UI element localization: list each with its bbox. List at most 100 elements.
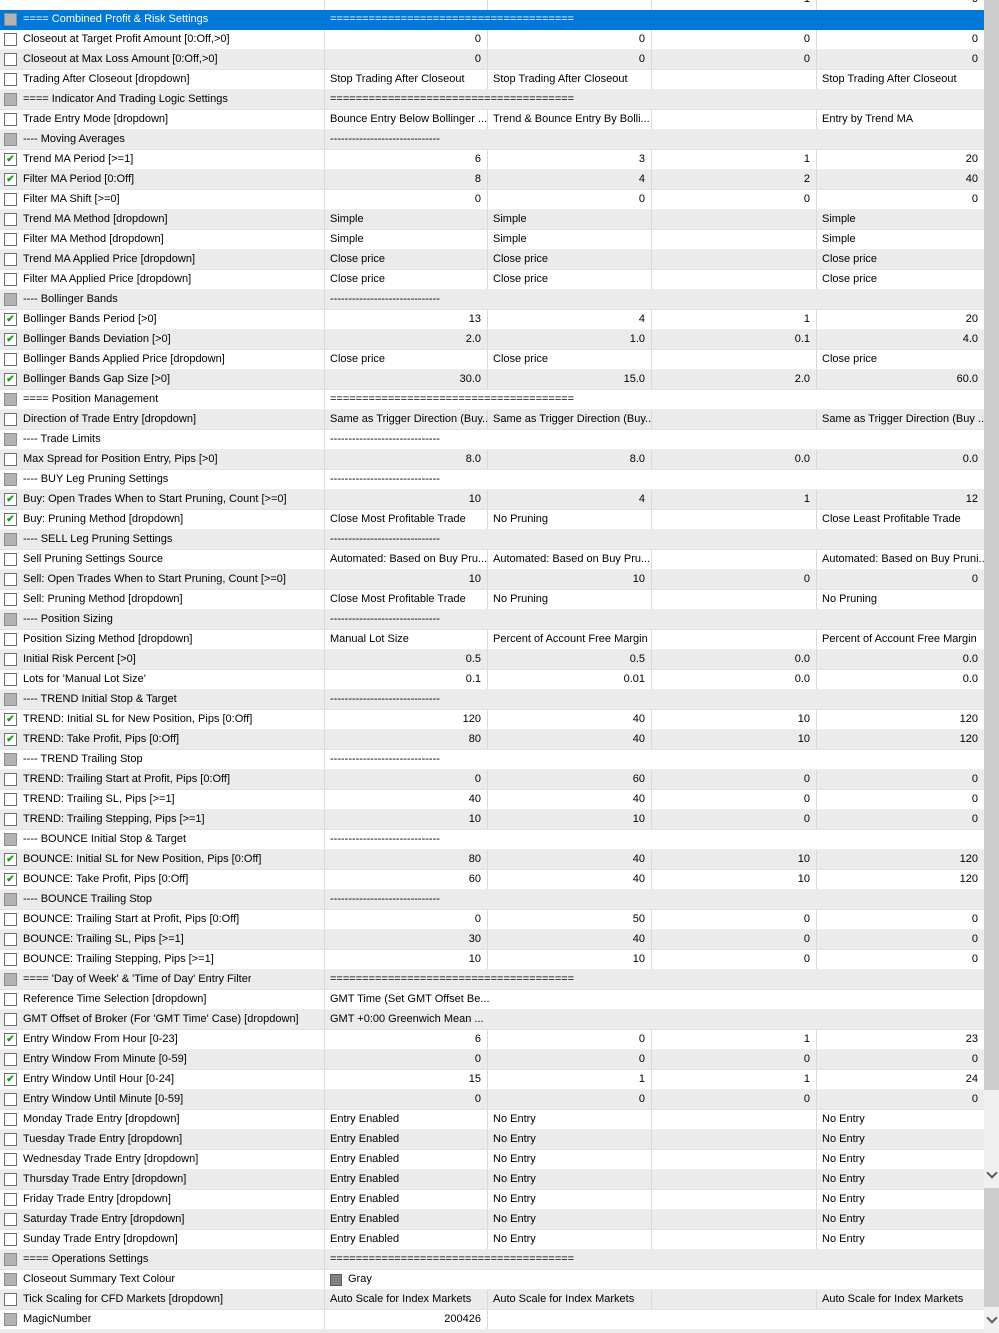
start-cell[interactable]: 40 [488, 790, 652, 809]
stop-cell[interactable]: No Entry [822, 1173, 865, 1185]
start-cell[interactable] [488, 0, 652, 10]
stop-cell[interactable]: Automated: Based on Buy Pruni... [822, 553, 984, 565]
optimize-checkbox[interactable] [4, 1133, 17, 1146]
value-cell[interactable]: Automated: Based on Buy Pru... [325, 550, 488, 569]
param-row[interactable]: Direction of Trade Entry [dropdown] Same … [0, 410, 984, 430]
param-row[interactable]: BOUNCE: Trailing Stepping, Pips [>=1] 10 1… [0, 950, 984, 970]
param-row[interactable]: Bollinger Bands Gap Size [>0] 30.015.02.0… [0, 370, 984, 390]
param-row[interactable]: TREND: Trailing Start at Profit, Pips [0… [0, 770, 984, 790]
stop-cell[interactable]: 0 [971, 773, 978, 785]
step-cell[interactable]: 0 [652, 810, 817, 829]
param-row[interactable]: Buy: Pruning Method [dropdown] Close Most… [0, 510, 984, 530]
start-cell[interactable]: 15.0 [488, 370, 652, 389]
stop-cell[interactable]: Auto Scale for Index Markets [822, 1293, 964, 1305]
param-row[interactable]: Saturday Trade Entry [dropdown] Entry Ena… [0, 1210, 984, 1230]
start-cell[interactable]: Automated: Based on Buy Pru... [488, 550, 652, 569]
step-cell[interactable]: 0 [652, 1050, 817, 1069]
value-cell[interactable]: 60 [325, 870, 488, 889]
start-cell[interactable]: 40 [488, 850, 652, 869]
param-row[interactable]: Filter MA Shift [>=0] 0 0 0 0 [0, 190, 984, 210]
param-row[interactable]: Bollinger Bands Deviation [>0] 2.01.00.1 4… [0, 330, 984, 350]
step-cell[interactable] [652, 1290, 817, 1309]
section-row[interactable]: ---- BOUNCE Initial Stop & Target -------… [0, 830, 984, 850]
section-row[interactable]: ---- Trade Limits -----------------------… [0, 430, 984, 450]
start-cell[interactable]: Close price [488, 350, 652, 369]
optimize-checkbox[interactable] [4, 373, 17, 386]
param-row[interactable]: Filter MA Method [dropdown] Simple Simple S… [0, 230, 984, 250]
stop-cell[interactable]: 120 [959, 713, 978, 725]
start-cell[interactable]: No Entry [488, 1210, 652, 1229]
optimize-checkbox[interactable] [4, 613, 17, 626]
value-cell[interactable]: Simple [325, 230, 488, 249]
value-cell[interactable]: Close price [325, 350, 488, 369]
stop-cell[interactable]: 0 [971, 53, 978, 65]
param-row[interactable]: Filter MA Period [0:Off] 842 40 [0, 170, 984, 190]
stop-cell[interactable]: 20 [965, 153, 978, 165]
stop-cell[interactable]: Percent of Account Free Margin [822, 633, 977, 645]
start-cell[interactable]: 60 [488, 770, 652, 789]
step-cell[interactable]: 0 [652, 770, 817, 789]
start-cell[interactable]: Stop Trading After Closeout [488, 70, 652, 89]
stop-cell[interactable]: 0 [971, 193, 978, 205]
value-cell[interactable]: Entry Enabled [325, 1130, 488, 1149]
optimize-checkbox[interactable] [4, 533, 17, 546]
optimize-checkbox[interactable] [4, 1313, 17, 1326]
step-cell[interactable] [652, 110, 817, 129]
step-cell[interactable]: 1 [652, 1070, 817, 1089]
param-row[interactable]: Thursday Trade Entry [dropdown] Entry Ena… [0, 1170, 984, 1190]
optimize-checkbox[interactable] [4, 833, 17, 846]
start-cell[interactable]: 1.0 [488, 330, 652, 349]
optimize-checkbox[interactable] [4, 153, 17, 166]
start-cell[interactable]: 4 [488, 490, 652, 509]
section-row[interactable]: ---- Bollinger Bands --------------------… [0, 290, 984, 310]
param-row[interactable]: Closeout at Target Profit Amount [0:Off,… [0, 30, 984, 50]
param-row[interactable]: Friday Trade Entry [dropdown] Entry Enabl… [0, 1190, 984, 1210]
scroll-down-button[interactable] [984, 1309, 999, 1331]
start-cell[interactable]: No Entry [488, 1170, 652, 1189]
start-cell[interactable]: 0 [488, 30, 652, 49]
stop-cell[interactable]: Simple [822, 213, 856, 225]
stop-cell[interactable]: 60.0 [956, 373, 978, 385]
value-cell[interactable]: Close Most Profitable Trade [325, 590, 488, 609]
param-row[interactable]: Lots for 'Manual Lot Size' 0.1 0.01 0.0 0.0 [0, 670, 984, 690]
step-cell[interactable] [652, 550, 817, 569]
start-cell[interactable]: 0 [488, 1030, 652, 1049]
start-cell[interactable]: 0 [488, 50, 652, 69]
optimize-checkbox[interactable] [4, 293, 17, 306]
optimize-checkbox[interactable] [4, 553, 17, 566]
optimize-checkbox[interactable] [4, 913, 17, 926]
optimize-checkbox[interactable] [4, 133, 17, 146]
value-cell[interactable]: Entry Enabled [325, 1170, 488, 1189]
optimize-checkbox[interactable] [4, 933, 17, 946]
optimize-checkbox[interactable] [4, 793, 17, 806]
step-cell[interactable] [652, 270, 817, 289]
start-cell[interactable]: 40 [488, 930, 652, 949]
stop-cell[interactable]: Close price [822, 353, 878, 365]
start-cell[interactable]: 8.0 [488, 450, 652, 469]
step-cell[interactable] [652, 350, 817, 369]
section-row[interactable]: ==== Combined Profit & Risk Settings ====… [0, 10, 984, 30]
param-row[interactable]: Sell: Open Trades When to Start Pruning,… [0, 570, 984, 590]
stop-cell[interactable]: 0.0 [962, 673, 978, 685]
step-cell[interactable] [652, 1230, 817, 1249]
value-cell[interactable]: 80 [325, 730, 488, 749]
step-cell[interactable]: 10 [652, 850, 817, 869]
value-cell[interactable]: Entry Enabled [325, 1150, 488, 1169]
optimize-checkbox[interactable] [4, 853, 17, 866]
optimize-checkbox[interactable] [4, 813, 17, 826]
value-cell[interactable]: 13 [325, 310, 488, 329]
optimize-checkbox[interactable] [4, 973, 17, 986]
step-cell[interactable] [652, 1150, 817, 1169]
start-cell[interactable]: Close price [488, 270, 652, 289]
stop-cell[interactable]: 23 [965, 1033, 978, 1045]
optimize-checkbox[interactable] [4, 953, 17, 966]
step-cell[interactable]: 0 [652, 570, 817, 589]
section-row[interactable]: ---- TREND Trailing Stop ----------------… [0, 750, 984, 770]
value-cell[interactable]: 0 [325, 1090, 488, 1109]
value-cell[interactable]: 200426 [325, 1310, 488, 1329]
step-cell[interactable] [652, 1110, 817, 1129]
param-row[interactable]: Entry Window From Hour [0-23] 601 23 [0, 1030, 984, 1050]
